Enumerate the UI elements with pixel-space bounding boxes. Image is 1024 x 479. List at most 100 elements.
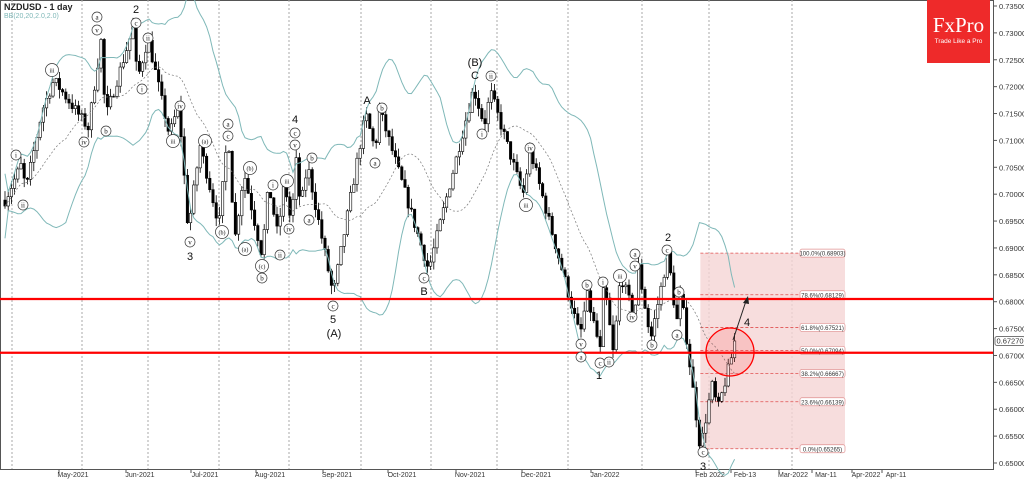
wave-label-circle (629, 260, 641, 272)
candle-body (345, 210, 349, 235)
candle-body (265, 192, 269, 230)
wave-label: 4 (744, 317, 750, 329)
x-tick-label: Mar-2022 (778, 472, 808, 479)
candle-body (541, 183, 545, 197)
wave-label: ii (21, 202, 25, 210)
candle-body (496, 98, 500, 113)
wave-label: iv (527, 145, 533, 153)
x-tick-label: Jun-2021 (125, 472, 154, 479)
candle-body (723, 385, 727, 394)
candle-body (297, 157, 301, 197)
candle-body (585, 290, 589, 312)
candle-body (294, 157, 298, 200)
y-tick-label: 0.66500 (999, 378, 1024, 387)
wave-label-circle (10, 149, 22, 161)
wave-label-circle (256, 272, 268, 284)
candle-body (285, 186, 289, 198)
indicator-label: BB(20,20,2.0,2.0) (4, 13, 59, 20)
candle-body (70, 102, 74, 109)
wave-label: 3 (187, 251, 193, 263)
candle-body (550, 216, 554, 235)
wave-label: A (363, 95, 371, 107)
candle-body (400, 166, 404, 180)
wave-label-circle (136, 83, 148, 95)
y-tick-label: 0.72500 (999, 56, 1024, 65)
wave-label-circle (184, 236, 196, 248)
wave-label: (b) (247, 166, 254, 173)
wave-label-circle (697, 446, 709, 458)
wave-label: c (134, 20, 137, 28)
fib-level-label: 23.6%(0.66139) (801, 400, 844, 406)
wave-label: i (481, 131, 483, 139)
candle-body (249, 193, 253, 211)
candle-body (432, 247, 436, 263)
candle-body (102, 39, 106, 95)
y-tick-label: 0.65500 (999, 432, 1024, 441)
wave-label-circle (78, 136, 90, 148)
x-tick-label: Dec-2021 (521, 472, 551, 479)
wave-label-circle (91, 24, 103, 36)
logo-tagline: Trade Like a Pro (934, 38, 983, 45)
wave-label: 1 (596, 370, 602, 382)
x-tick-label: Feb 2022 (695, 472, 725, 479)
x-tick-label: Mar-11 (815, 472, 837, 479)
wave-label: b (104, 128, 108, 136)
y-tick-label: 0.69000 (999, 244, 1024, 253)
wave-label: v (579, 341, 583, 349)
candle-body (646, 308, 650, 328)
wave-label-circle (267, 179, 279, 191)
wave-label-circle (174, 100, 186, 112)
wave-label: iii (523, 204, 528, 210)
candle-body (9, 188, 13, 197)
wave-label-circle (369, 157, 381, 169)
wave-label: ii (146, 35, 150, 43)
wave-label-circle (485, 70, 497, 82)
candle-body (150, 39, 154, 63)
wave-label: ii (607, 359, 611, 367)
candle-body (368, 113, 372, 129)
projection-arrow-line (732, 300, 747, 341)
candle-body (157, 69, 161, 83)
wave-label-circle (376, 102, 388, 114)
wave-label: ii (489, 73, 493, 81)
candle-body (435, 230, 439, 249)
candle-body (195, 167, 199, 186)
bollinger-upper (4, 0, 736, 288)
candle-body (73, 105, 77, 109)
fxpro-logo: FxPro Trade Like a Pro (927, 0, 990, 63)
wave-label: C (471, 70, 479, 82)
candle-body (352, 184, 356, 193)
candle-body (307, 169, 311, 179)
candle-body (211, 189, 215, 204)
wave-label-circle (476, 128, 488, 140)
candle-body (22, 163, 26, 179)
y-tick-label: 0.66000 (999, 405, 1024, 414)
wave-label: b (585, 282, 589, 290)
candle-body (675, 304, 679, 320)
wave-label-circle (215, 225, 229, 239)
wave-label: c (598, 360, 601, 368)
candle-body (534, 163, 538, 168)
candle-body (371, 128, 375, 142)
candle-body (118, 66, 122, 87)
x-tick-label: Aug-2021 (255, 472, 285, 479)
candle-body (477, 98, 481, 109)
x-tick-label: Apr-11 (886, 472, 907, 479)
fib-level-label: 38.2%(0.66667) (801, 372, 844, 378)
wave-label-circle (130, 17, 142, 29)
candle-body (128, 38, 132, 51)
wave-label-circle (671, 329, 683, 341)
wave-label: c (226, 133, 229, 141)
candle-body (153, 61, 157, 70)
candle-body (198, 145, 202, 169)
candle-body (32, 150, 36, 163)
candle-body (121, 62, 125, 68)
wave-label-circle (166, 134, 180, 148)
wave-label: 2 (665, 232, 671, 244)
wave-label: c (701, 449, 704, 457)
candle-body (438, 219, 442, 232)
wave-label: a (633, 251, 637, 259)
wave-label: i (141, 86, 143, 94)
wave-label: iii (170, 140, 175, 146)
